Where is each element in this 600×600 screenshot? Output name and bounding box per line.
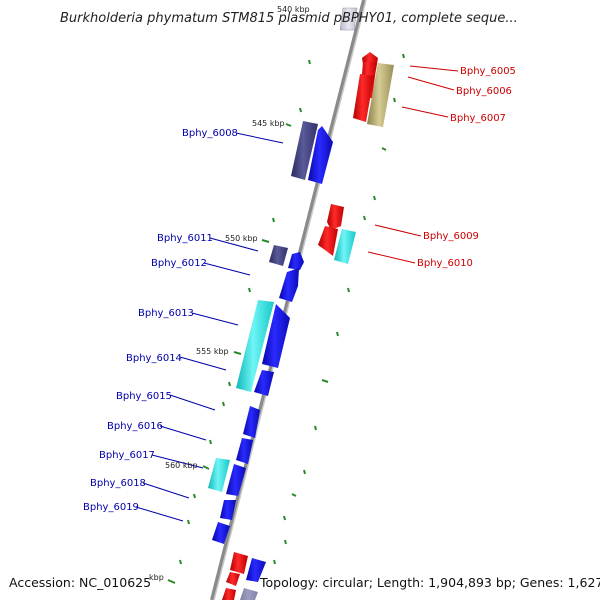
gene-bphy-6016[interactable] (236, 438, 253, 464)
gene-bphy-6014-a[interactable] (262, 304, 290, 368)
gene-bphy-6013[interactable] (236, 300, 274, 392)
ruler-label: 560 kbp (165, 461, 198, 470)
gene-label-forward[interactable]: Bphy_6016 (107, 421, 163, 432)
gene-bphy-6018[interactable] (226, 464, 246, 496)
gene-grey-top[interactable] (339, 7, 358, 31)
gene-label-reverse[interactable]: Bphy_6005 (460, 66, 516, 77)
gene-label-forward[interactable]: Bphy_6011 (157, 233, 213, 244)
gene-bphy-6019-a[interactable] (220, 500, 236, 520)
gene-bphy-6019[interactable] (212, 522, 230, 544)
tick-marks (167, 53, 405, 584)
gene-bphy-6012[interactable] (279, 268, 299, 302)
gene-label-reverse[interactable]: Bphy_6007 (450, 113, 506, 124)
gene-label-forward[interactable]: Bphy_6017 (99, 450, 155, 461)
gene-label-forward[interactable]: Bphy_6014 (126, 353, 182, 364)
gene-bphy-6017[interactable] (208, 458, 230, 492)
label-leaders-reverse (367, 65, 459, 264)
map-title: Burkholderia phymatum STM815 plasmid pBP… (60, 11, 518, 26)
accession-text: Accession: NC_010625 (9, 575, 151, 590)
gene-label-forward[interactable]: Bphy_6018 (90, 478, 146, 489)
gene-label-forward[interactable]: Bphy_6015 (116, 391, 172, 402)
gene-label-reverse[interactable]: Bphy_6006 (456, 86, 512, 97)
label-leaders-forward (135, 132, 284, 522)
ruler-label: kbp (149, 573, 164, 582)
gene-bottom-red-3[interactable] (222, 588, 236, 600)
gene-bottom-blue-1[interactable] (246, 558, 266, 582)
gene-bphy-6008-b[interactable] (308, 126, 333, 184)
gene-label-reverse[interactable]: Bphy_6009 (423, 231, 479, 242)
gene-label-forward[interactable]: Bphy_6012 (151, 258, 207, 269)
gene-bphy-6006[interactable] (353, 74, 374, 122)
gene-label-forward[interactable]: Bphy_6019 (83, 502, 139, 513)
gene-bottom-red-1[interactable] (230, 552, 248, 574)
topology-text: Topology: circular; Length: 1,904,893 bp… (259, 575, 600, 590)
gene-features-forward (208, 121, 333, 600)
gene-label-reverse[interactable]: Bphy_6010 (417, 258, 473, 269)
gene-bottom-grey[interactable] (240, 588, 258, 600)
gene-bphy-6011[interactable] (269, 245, 288, 266)
gene-label-forward[interactable]: Bphy_6008 (182, 128, 238, 139)
gene-label-forward[interactable]: Bphy_6013 (138, 308, 194, 319)
ruler-label: 540 kbp (277, 5, 310, 14)
gene-bphy-6012-a[interactable] (288, 252, 304, 270)
ruler-label: 545 kbp (252, 119, 285, 128)
gene-features-reverse (318, 7, 394, 264)
gene-bphy-6009b[interactable] (318, 226, 338, 256)
gene-bphy-6010[interactable] (334, 229, 356, 264)
gene-bphy-6015[interactable] (243, 406, 260, 438)
ruler-label: 555 kbp (196, 347, 229, 356)
gene-bphy-6014[interactable] (254, 370, 274, 396)
ruler-label: 550 kbp (225, 234, 258, 243)
gene-bphy-6009[interactable] (327, 204, 344, 230)
gene-bphy-6008-a[interactable] (291, 121, 318, 180)
gene-bphy-6007[interactable] (367, 63, 394, 127)
gene-bottom-red-2[interactable] (226, 572, 240, 586)
